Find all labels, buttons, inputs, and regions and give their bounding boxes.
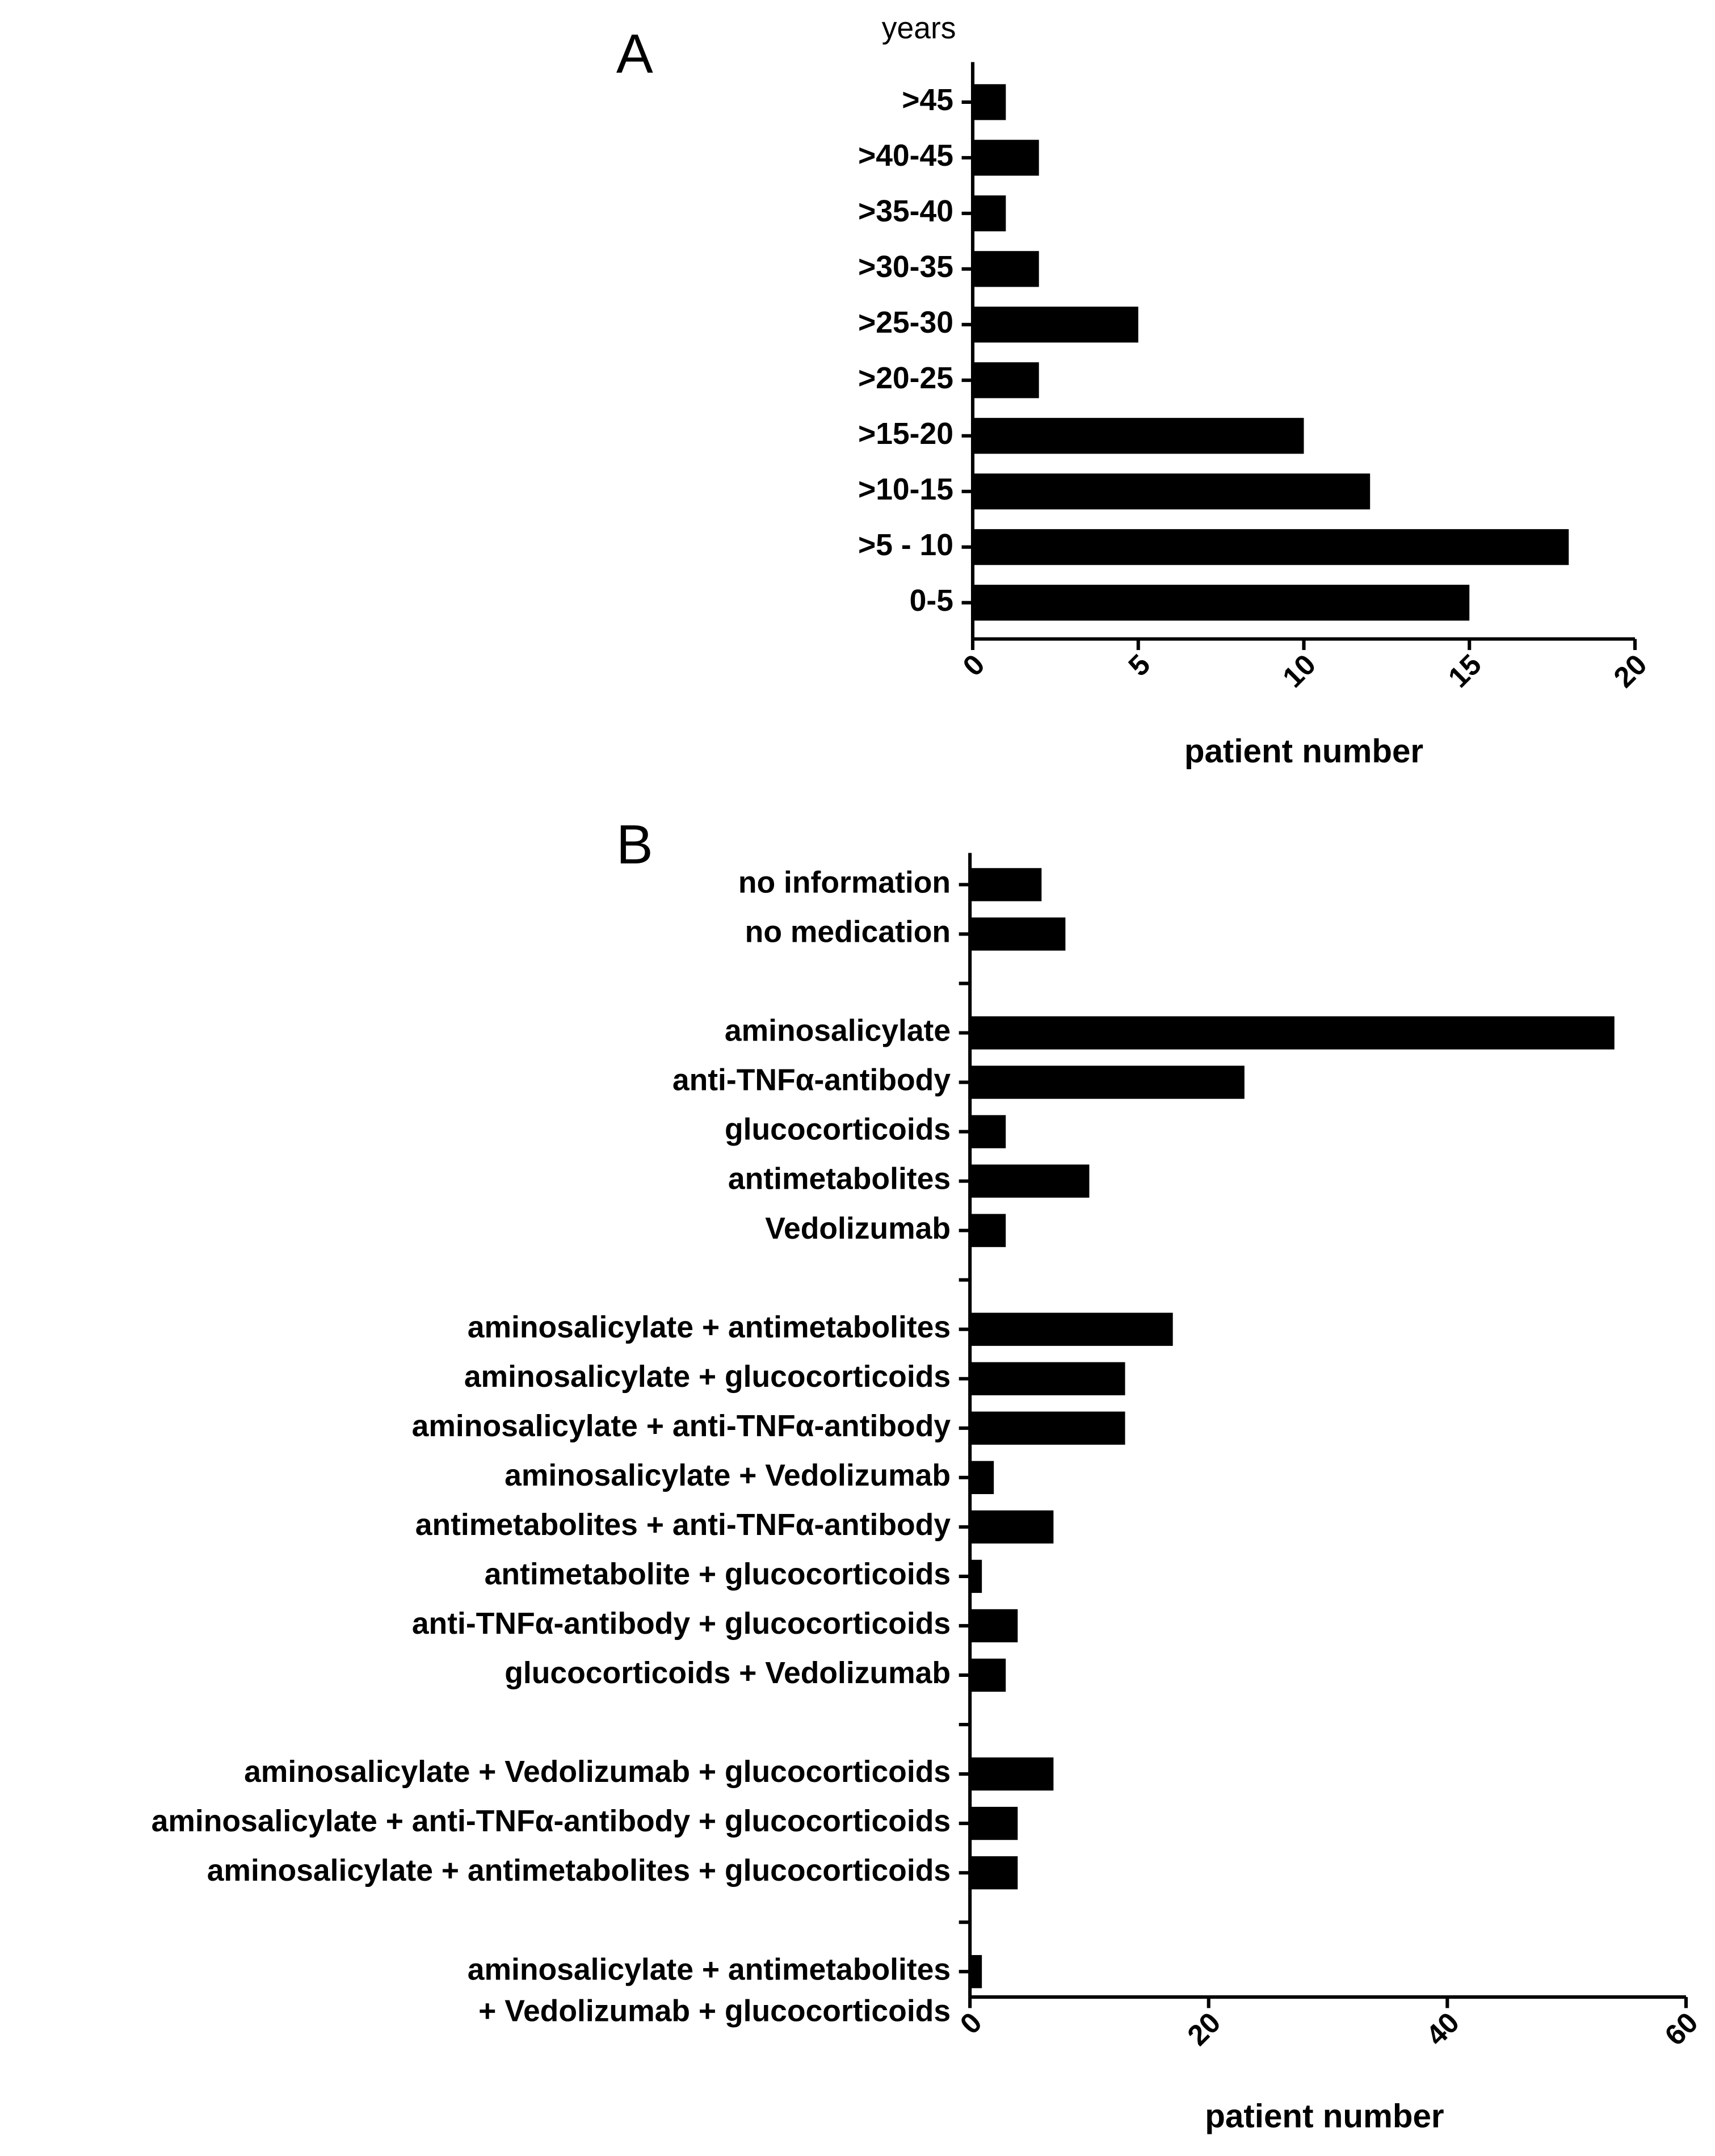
bar [970,1510,1054,1544]
y-tick-label: + Vedolizumab + glucocorticoids [478,1994,951,2028]
bar [970,1806,1018,1840]
bar [970,1658,1006,1692]
bar [970,1115,1006,1148]
x-tick-label: 60 [1658,2006,1704,2052]
y-tick-label: glucocorticoids [725,1113,951,1147]
y-tick-label: aminosalicylate + Vedolizumab [505,1459,951,1492]
bar [970,1362,1125,1395]
y-tick-label: anti-TNFα-antibody [672,1064,951,1097]
y-tick-label: Vedolizumab [765,1212,951,1245]
bar [973,529,1569,565]
x-tick-label: 5 [1122,648,1156,682]
y-tick-label: glucocorticoids + Vedolizumab [505,1656,951,1690]
y-tick-label: >30-35 [858,250,953,284]
x-axis-title: patient number [1184,733,1423,770]
bar [973,307,1138,343]
y-tick-label: >40-45 [858,139,953,173]
y-tick-label: aminosalicylate [725,1014,951,1048]
x-tick-label: 40 [1420,2006,1465,2052]
bar [970,917,1066,951]
bar [970,1164,1090,1198]
bar [973,585,1470,621]
x-tick-label: 20 [1607,648,1653,694]
y-tick-label: aminosalicylate + anti-TNFα-antibody [412,1410,951,1443]
y-tick-label: antimetabolite + glucocorticoids [485,1558,951,1591]
y-tick-label: >45 [902,83,953,117]
bar [973,473,1371,510]
y-tick-label: no information [738,866,951,900]
y-tick-label: aminosalicylate + anti-TNFα-antibody + g… [152,1805,951,1838]
y-tick-label: >20-25 [858,362,953,395]
bar [973,418,1304,454]
bar [970,1609,1018,1643]
y-tick-label: aminosalicylate + Vedolizumab + glucocor… [244,1755,951,1789]
bar [970,868,1042,901]
bar [970,1856,1018,1890]
y-tick-label: antimetabolites [728,1163,951,1196]
x-tick-label: 20 [1181,2006,1226,2052]
bar [973,362,1039,399]
panel-label: B [616,813,653,875]
y-tick-label: aminosalicylate + antimetabolites + gluc… [207,1854,951,1887]
y-tick-label: aminosalicylate + antimetabolites [468,1311,951,1344]
bar [973,251,1039,287]
y-tick-label: >5 - 10 [858,528,953,562]
y-tick-label: >15-20 [858,417,953,451]
y-tick-label: 0-5 [910,584,953,618]
x-tick-label: 0 [954,2006,988,2040]
y-tick-label: >35-40 [858,195,953,228]
y-tick-label: aminosalicylate + antimetabolites [468,1953,951,1986]
bar [973,195,1006,232]
y-tick-label: >10-15 [858,473,953,506]
x-tick-label: 15 [1442,648,1487,694]
bar [970,1312,1173,1346]
bar [973,140,1039,176]
bar [973,84,1006,120]
bar [970,1955,982,1989]
y-tick-label: anti-TNFα-antibody + glucocorticoids [412,1607,951,1641]
bar [970,1411,1125,1445]
y-tick-label: aminosalicylate + glucocorticoids [464,1360,951,1394]
bar [970,1066,1245,1099]
bar [970,1757,1054,1791]
bar [970,1016,1615,1050]
y-axis-title: years [882,12,956,45]
x-tick-label: 10 [1276,648,1322,694]
bar [970,1214,1006,1247]
panel-label: A [616,23,653,85]
y-tick-label: antimetabolites + anti-TNFα-antibody [415,1508,951,1542]
y-tick-label: >25-30 [858,306,953,339]
x-tick-label: 0 [957,648,991,682]
y-tick-label: no medication [745,916,951,949]
x-axis-title: patient number [1205,2098,1444,2134]
bar [970,1559,982,1593]
bar [970,1461,994,1495]
